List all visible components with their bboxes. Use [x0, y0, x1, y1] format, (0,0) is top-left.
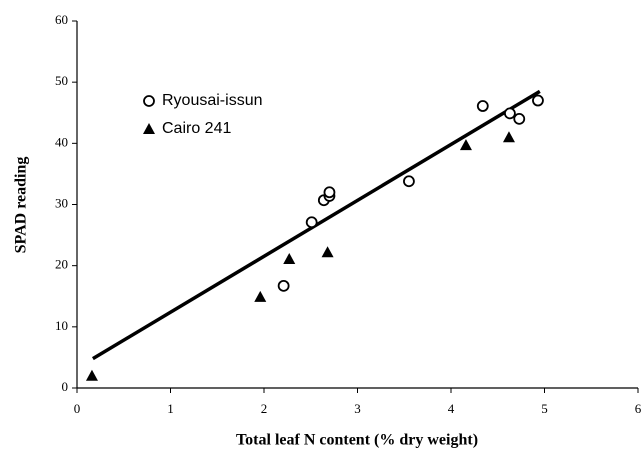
y-tick-label: 20: [55, 257, 68, 272]
point: [532, 94, 544, 107]
y-tick-label: 10: [55, 318, 68, 333]
point: [277, 279, 290, 292]
x-tick-label: 2: [261, 401, 268, 416]
point: [504, 107, 516, 120]
point: [323, 186, 336, 199]
point: [403, 175, 415, 188]
point: [283, 252, 296, 264]
x-tick-label: 6: [635, 401, 642, 416]
legend-marker: [143, 123, 155, 134]
y-tick-label: 30: [55, 195, 68, 210]
point: [254, 290, 267, 302]
y-tick-label: 40: [55, 134, 68, 149]
y-axis-title: SPAD reading: [13, 157, 30, 254]
y-tick-label: 60: [55, 12, 68, 27]
x-tick-label: 4: [448, 401, 455, 416]
legend-label: Cairo 241: [162, 120, 231, 137]
legend-label: Ryousai-issun: [162, 92, 262, 109]
point: [476, 100, 489, 112]
x-tick-label: 1: [167, 401, 174, 416]
point: [321, 246, 334, 258]
y-tick-label: 50: [55, 73, 68, 88]
x-tick-label: 0: [74, 401, 81, 416]
point: [459, 139, 472, 151]
legend-marker: [143, 95, 155, 107]
x-tick-label: 5: [541, 401, 548, 416]
point: [502, 131, 515, 143]
x-axis-title: Total leaf N content (% dry weight): [236, 432, 478, 449]
point: [513, 112, 526, 125]
x-tick-label: 3: [354, 401, 361, 416]
point: [85, 369, 98, 381]
y-tick-label: 0: [62, 379, 69, 394]
point: [305, 216, 318, 229]
